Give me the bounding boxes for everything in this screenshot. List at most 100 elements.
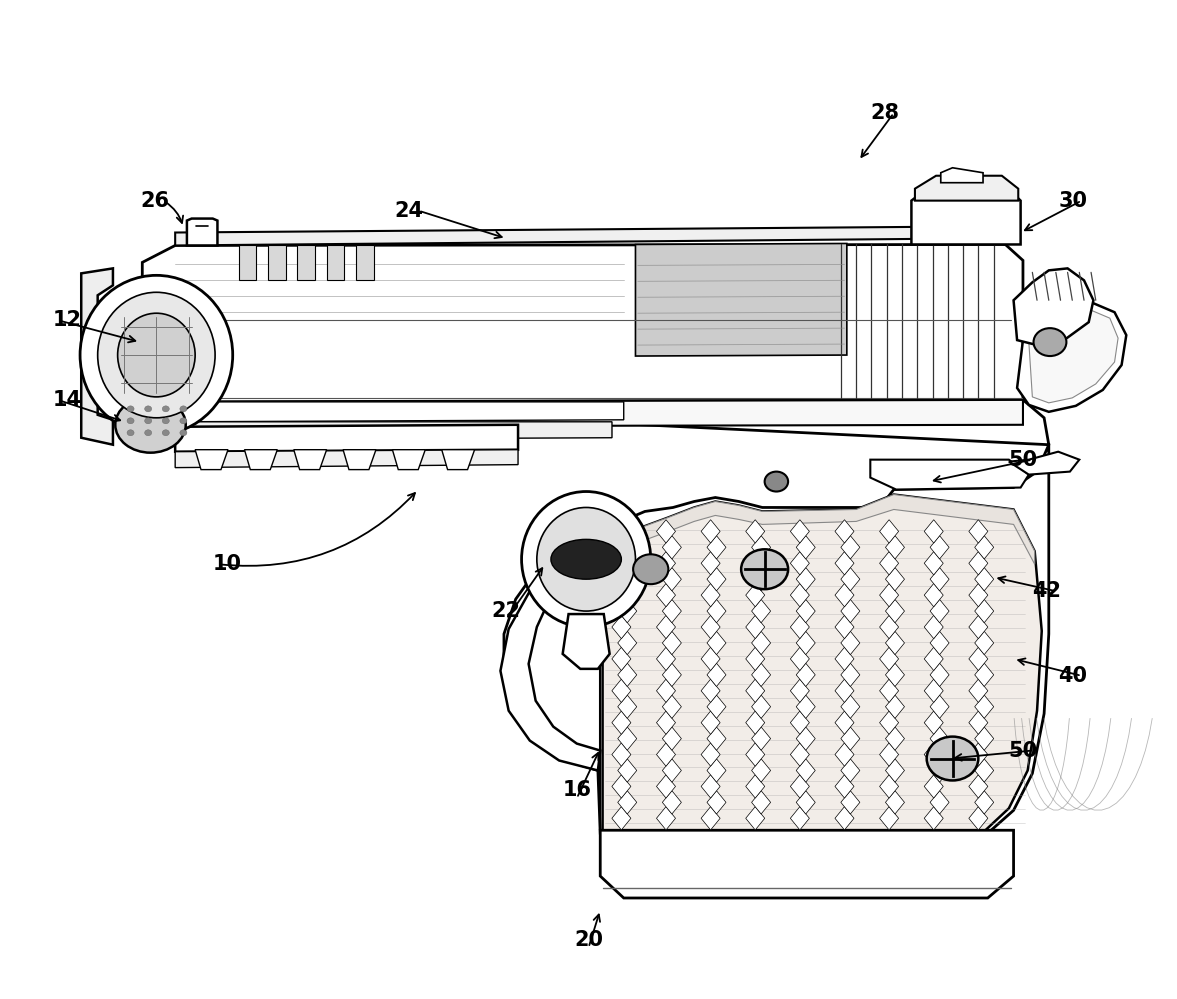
Polygon shape <box>1009 452 1079 475</box>
Polygon shape <box>707 727 726 750</box>
Polygon shape <box>327 246 344 281</box>
Polygon shape <box>885 599 904 622</box>
Polygon shape <box>142 245 1023 402</box>
Polygon shape <box>746 551 765 574</box>
Text: 24: 24 <box>394 201 424 221</box>
Polygon shape <box>969 583 988 606</box>
Polygon shape <box>142 385 175 427</box>
Polygon shape <box>752 567 771 590</box>
Polygon shape <box>746 775 765 798</box>
Polygon shape <box>975 695 993 718</box>
Polygon shape <box>81 269 113 445</box>
Polygon shape <box>752 663 771 686</box>
Polygon shape <box>657 711 676 734</box>
Polygon shape <box>870 460 1029 490</box>
Polygon shape <box>1017 303 1126 412</box>
Polygon shape <box>969 743 988 766</box>
Polygon shape <box>746 583 765 606</box>
Polygon shape <box>657 647 676 670</box>
Ellipse shape <box>115 397 186 453</box>
Polygon shape <box>657 679 676 702</box>
Ellipse shape <box>521 492 651 627</box>
Polygon shape <box>618 663 637 686</box>
Polygon shape <box>885 790 904 814</box>
Polygon shape <box>600 830 1013 898</box>
Polygon shape <box>969 806 988 830</box>
Polygon shape <box>175 402 624 422</box>
Polygon shape <box>663 567 681 590</box>
Polygon shape <box>879 551 898 574</box>
Polygon shape <box>657 775 676 798</box>
Ellipse shape <box>180 406 187 412</box>
Polygon shape <box>603 495 1035 564</box>
Polygon shape <box>975 535 993 559</box>
Polygon shape <box>915 176 1018 201</box>
Polygon shape <box>930 599 949 622</box>
Polygon shape <box>663 790 681 814</box>
Polygon shape <box>975 631 993 654</box>
Polygon shape <box>701 743 720 766</box>
Polygon shape <box>707 567 726 590</box>
Polygon shape <box>701 679 720 702</box>
Polygon shape <box>930 567 949 590</box>
Polygon shape <box>612 775 631 798</box>
Polygon shape <box>392 450 425 470</box>
Polygon shape <box>612 551 631 574</box>
Polygon shape <box>796 759 816 782</box>
Polygon shape <box>924 519 943 543</box>
Polygon shape <box>746 806 765 830</box>
Polygon shape <box>840 695 860 718</box>
Polygon shape <box>840 599 860 622</box>
Polygon shape <box>840 631 860 654</box>
Ellipse shape <box>765 472 789 492</box>
Ellipse shape <box>551 539 621 579</box>
Polygon shape <box>707 599 726 622</box>
Polygon shape <box>701 647 720 670</box>
Polygon shape <box>187 219 218 246</box>
Polygon shape <box>796 631 816 654</box>
Ellipse shape <box>145 418 152 424</box>
Polygon shape <box>790 519 810 543</box>
Polygon shape <box>790 615 810 638</box>
Polygon shape <box>879 583 898 606</box>
Polygon shape <box>969 519 988 543</box>
Ellipse shape <box>145 406 152 412</box>
Polygon shape <box>752 535 771 559</box>
Polygon shape <box>175 400 1023 427</box>
Polygon shape <box>975 727 993 750</box>
Polygon shape <box>924 615 943 638</box>
Ellipse shape <box>145 430 152 436</box>
Polygon shape <box>834 679 855 702</box>
Polygon shape <box>612 615 631 638</box>
Polygon shape <box>603 495 1042 830</box>
Polygon shape <box>239 246 257 281</box>
Polygon shape <box>746 711 765 734</box>
Polygon shape <box>657 519 676 543</box>
Polygon shape <box>834 647 855 670</box>
Polygon shape <box>879 679 898 702</box>
Polygon shape <box>175 400 1049 833</box>
Polygon shape <box>441 450 474 470</box>
Polygon shape <box>975 759 993 782</box>
Polygon shape <box>752 790 771 814</box>
Polygon shape <box>930 535 949 559</box>
Polygon shape <box>294 450 327 470</box>
Polygon shape <box>885 759 904 782</box>
Polygon shape <box>175 227 1005 246</box>
Ellipse shape <box>162 406 169 412</box>
Polygon shape <box>245 450 278 470</box>
Ellipse shape <box>162 430 169 436</box>
Polygon shape <box>268 246 286 281</box>
Polygon shape <box>840 567 860 590</box>
Polygon shape <box>612 519 631 543</box>
Polygon shape <box>752 599 771 622</box>
Polygon shape <box>612 679 631 702</box>
Polygon shape <box>612 647 631 670</box>
Polygon shape <box>563 614 610 669</box>
Polygon shape <box>924 647 943 670</box>
Polygon shape <box>657 615 676 638</box>
Text: 50: 50 <box>1009 740 1038 760</box>
Polygon shape <box>618 631 637 654</box>
Polygon shape <box>663 631 681 654</box>
Polygon shape <box>924 775 943 798</box>
